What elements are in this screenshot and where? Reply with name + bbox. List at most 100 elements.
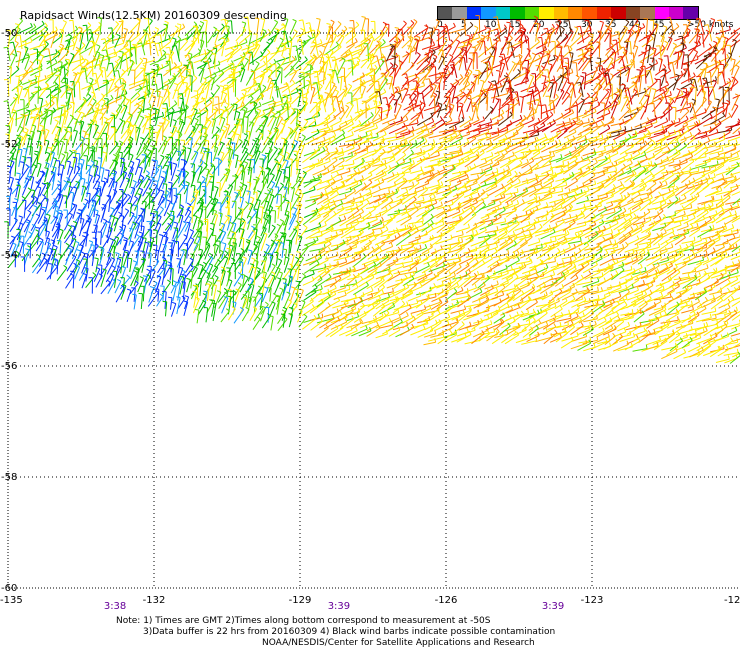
wind-barb-flag: [217, 67, 221, 72]
wind-barb-flag: [416, 52, 421, 56]
wind-barb: [9, 66, 12, 84]
wind-barb: [619, 89, 623, 104]
wind-barb: [352, 82, 366, 92]
wind-barb-flag: [59, 32, 63, 37]
wind-barb: [673, 47, 687, 55]
wind-barb-flag: [12, 97, 17, 100]
wind-barb-flag: [472, 105, 477, 108]
wind-barb-flag: [728, 25, 731, 30]
wind-barb-flag: [484, 158, 488, 163]
wind-barb: [345, 34, 357, 44]
wind-barb: [16, 76, 20, 92]
wind-barb-flag: [290, 65, 294, 70]
wind-barb: [339, 107, 350, 121]
wind-barb-flag: [219, 85, 224, 87]
wind-barb: [438, 129, 454, 133]
wind-barb-flag: [276, 69, 281, 73]
wind-barb-flag: [455, 79, 460, 83]
wind-barb: [549, 82, 554, 98]
wind-barb-flag: [96, 131, 101, 135]
wind-barb: [373, 32, 384, 42]
wind-barb: [28, 89, 30, 106]
wind-barb: [347, 64, 360, 70]
wind-barb-flag: [476, 41, 481, 44]
colorbar-tick-label: 10: [485, 20, 497, 30]
wind-barb: [605, 152, 619, 160]
wind-barb-flag: [477, 129, 481, 134]
wind-barb-flag: [512, 151, 515, 156]
wind-barb-flag: [458, 158, 461, 164]
wind-barb-flag: [421, 128, 425, 133]
wind-barb: [695, 19, 701, 34]
wind-barb: [57, 45, 65, 58]
wind-barb: [473, 47, 476, 63]
wind-barb: [645, 118, 658, 125]
wind-barb: [323, 71, 325, 85]
wind-barb-flag: [276, 47, 280, 51]
wind-barb-flag: [551, 136, 555, 141]
wind-barb-flag: [620, 181, 623, 186]
wind-barb: [268, 130, 278, 146]
wind-barb-flag: [632, 112, 636, 117]
wind-barb: [9, 118, 14, 133]
wind-barb: [492, 85, 498, 104]
wind-barb-flag: [625, 67, 630, 69]
wind-barb: [115, 58, 123, 71]
wind-barb-flag: [440, 55, 445, 59]
wind-barb: [435, 92, 441, 106]
wind-barb-flag: [55, 26, 58, 31]
wind-barb-flag: [465, 70, 470, 74]
wind-barb: [689, 111, 707, 119]
wind-barb-flag: [650, 188, 652, 193]
wind-barb-flag: [391, 55, 396, 58]
wind-barb-flag: [594, 180, 597, 185]
wind-barb-flag: [485, 36, 491, 39]
wind-barb-flag: [236, 118, 241, 121]
wind-barb-flag: [266, 49, 271, 53]
wind-barb-flag: [206, 48, 211, 53]
wind-barb-flag: [219, 141, 224, 144]
wind-barb: [111, 27, 114, 44]
wind-barb: [220, 93, 228, 107]
wind-barb: [268, 21, 279, 37]
wind-barb-flag: [138, 107, 143, 111]
wind-barb: [7, 47, 11, 62]
wind-barb-flag: [533, 108, 537, 113]
wind-barb: [207, 60, 212, 77]
wind-barb-flag: [649, 170, 653, 175]
wind-barb-flag: [51, 172, 56, 174]
wind-barb-flag: [432, 83, 437, 87]
wind-barb: [627, 97, 632, 114]
wind-barb-flag: [558, 44, 563, 48]
wind-barb: [255, 130, 263, 142]
wind-barb-flag: [454, 125, 457, 130]
wind-barb-flag: [496, 70, 501, 72]
wind-barb: [562, 112, 574, 120]
wind-barb-flag: [545, 112, 549, 117]
wind-barb-flag: [161, 117, 166, 121]
wind-barb-flag: [362, 72, 365, 77]
wind-barb: [37, 75, 54, 84]
wind-barb: [695, 99, 707, 114]
wind-barb-flag: [595, 83, 600, 86]
wind-barb: [67, 161, 71, 175]
wind-barb: [663, 89, 668, 104]
wind-barb: [477, 49, 489, 58]
wind-barb: [477, 143, 492, 148]
wind-barb-flag: [596, 96, 599, 101]
wind-barb-flag: [448, 105, 452, 110]
wind-barb-flag: [646, 34, 651, 38]
wind-barb: [598, 58, 602, 72]
wind-barb-flag: [443, 153, 446, 158]
wind-barb: [521, 50, 531, 66]
wind-barb: [505, 157, 518, 167]
wind-barb-flag: [325, 189, 327, 195]
wind-barb: [730, 27, 740, 35]
wind-barb-flag: [610, 42, 615, 47]
wind-barb-flag: [203, 60, 209, 63]
wind-barb-flag: [374, 88, 379, 91]
wind-barb: [452, 189, 468, 198]
wind-barb-flag: [549, 150, 552, 155]
wind-barb-flag: [382, 38, 386, 43]
wind-barb-flag: [528, 90, 533, 93]
